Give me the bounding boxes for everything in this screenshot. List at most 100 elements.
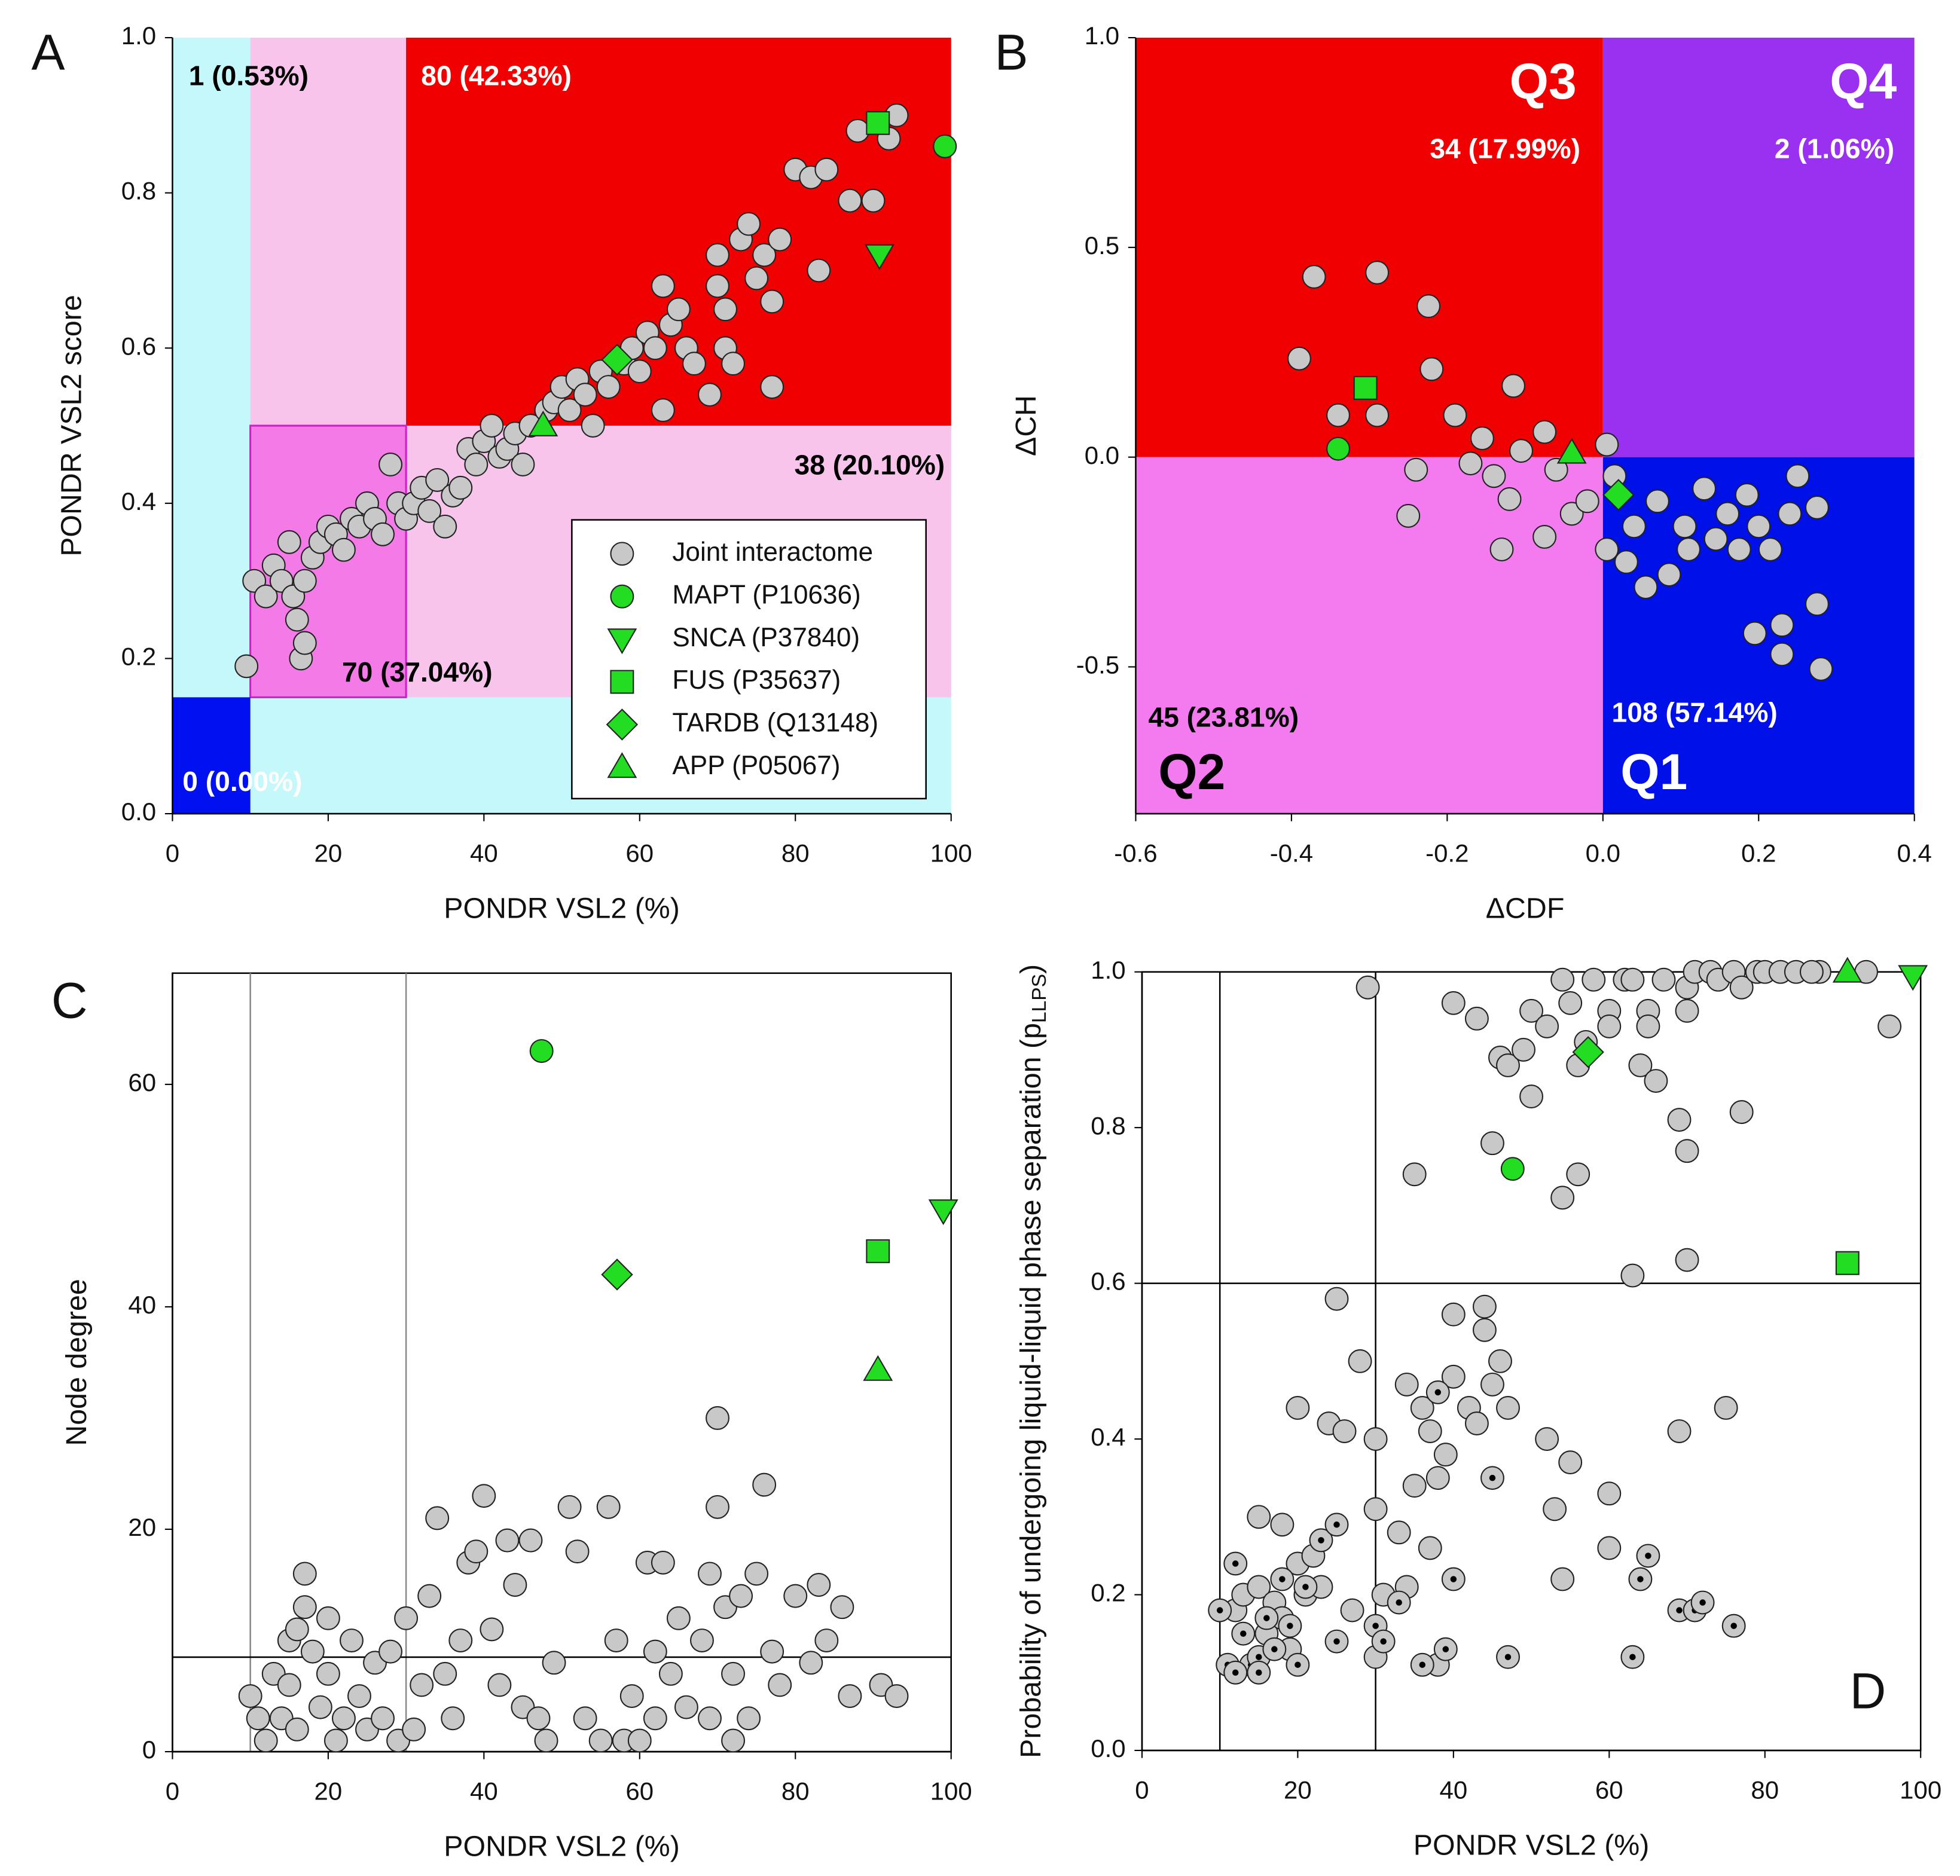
point-dot [1730, 1623, 1737, 1629]
point [1597, 1481, 1622, 1506]
y-tick-label: 0.4 [1091, 1423, 1125, 1451]
point [1644, 1069, 1668, 1093]
point [1634, 575, 1658, 600]
point [807, 258, 831, 283]
point [698, 383, 722, 407]
panel-label: C [51, 973, 88, 1029]
point-dot [1442, 1646, 1449, 1652]
point [277, 1673, 301, 1697]
point [1441, 1302, 1466, 1327]
point [1597, 1014, 1622, 1038]
point [1572, 1036, 1604, 1068]
region [406, 38, 951, 426]
y-tick-label: 0.0 [1091, 1734, 1125, 1762]
legend-marker [607, 628, 637, 655]
point [1747, 514, 1771, 539]
point [1727, 537, 1751, 561]
point [573, 1706, 597, 1731]
point [1550, 1186, 1575, 1210]
point [706, 1495, 729, 1519]
point [331, 1706, 356, 1731]
point [744, 1562, 769, 1586]
point [292, 1595, 317, 1620]
point [246, 1706, 270, 1731]
point [861, 188, 886, 213]
point [1433, 1443, 1458, 1467]
region [172, 697, 251, 814]
point [721, 1661, 746, 1686]
point [534, 1728, 558, 1753]
point [706, 1406, 729, 1430]
point [464, 1539, 489, 1564]
point [690, 1628, 714, 1652]
point [464, 452, 489, 476]
point [1472, 1294, 1497, 1319]
point [752, 243, 777, 267]
point [425, 1506, 450, 1530]
point [238, 1684, 262, 1708]
point [768, 1673, 792, 1697]
legend-label: MAPT (P10636) [672, 580, 860, 609]
point [1394, 1372, 1419, 1397]
point [1550, 1567, 1575, 1591]
point [1416, 294, 1441, 319]
point [480, 1617, 504, 1642]
point [1729, 975, 1754, 1000]
point [1470, 426, 1494, 451]
point-dot [1380, 1638, 1387, 1645]
x-tick-label: -0.2 [1425, 839, 1469, 867]
point-dot [1256, 1654, 1262, 1660]
y-tick-label: 0.4 [121, 487, 156, 515]
point-dot [1372, 1623, 1379, 1629]
point [487, 1673, 512, 1697]
point [1558, 991, 1583, 1015]
y-tick-label: 1.0 [1085, 22, 1119, 50]
point [528, 410, 558, 436]
y-tick-label: 1.0 [1091, 956, 1125, 984]
point-dot [1263, 1615, 1270, 1621]
y-axis-label: PONDR VSL2 score [55, 295, 87, 557]
point [1770, 613, 1794, 637]
point [331, 537, 356, 562]
point [472, 1484, 496, 1508]
point [1805, 495, 1829, 520]
y-tick-label: 0.5 [1085, 231, 1119, 259]
point-dot [1279, 1576, 1286, 1582]
point [604, 1628, 628, 1652]
y-axis-label-text: ΔCH [1010, 395, 1042, 456]
point [1418, 1536, 1442, 1560]
y-tick-label: 0.2 [121, 643, 156, 671]
point-dot [1699, 1599, 1706, 1606]
point [1340, 1598, 1364, 1623]
point [323, 1728, 348, 1753]
point [1532, 420, 1557, 444]
point [441, 1706, 465, 1731]
point [1247, 1505, 1271, 1529]
point [1404, 457, 1428, 482]
point [627, 359, 652, 384]
point [371, 522, 395, 546]
point [1489, 537, 1514, 561]
point-dot [1396, 1599, 1402, 1606]
point [619, 1684, 644, 1708]
y-axis-label-sub: LLPS [1028, 974, 1051, 1023]
point-dot [1645, 1553, 1651, 1559]
x-tick-label: 80 [781, 1777, 810, 1805]
x-tick-label: 60 [625, 839, 654, 867]
point [1247, 1575, 1271, 1599]
point [933, 134, 957, 158]
legend-marker [610, 670, 634, 694]
point [542, 1651, 566, 1675]
point [1595, 432, 1619, 457]
panel-label: A [31, 25, 65, 81]
point [643, 1639, 667, 1664]
point [863, 1355, 893, 1381]
point [1835, 1251, 1860, 1275]
point [1458, 451, 1483, 476]
point [1558, 1450, 1583, 1475]
point [518, 1528, 543, 1553]
point [866, 1239, 890, 1263]
point-dot [1287, 1623, 1293, 1629]
point [1464, 1411, 1489, 1435]
